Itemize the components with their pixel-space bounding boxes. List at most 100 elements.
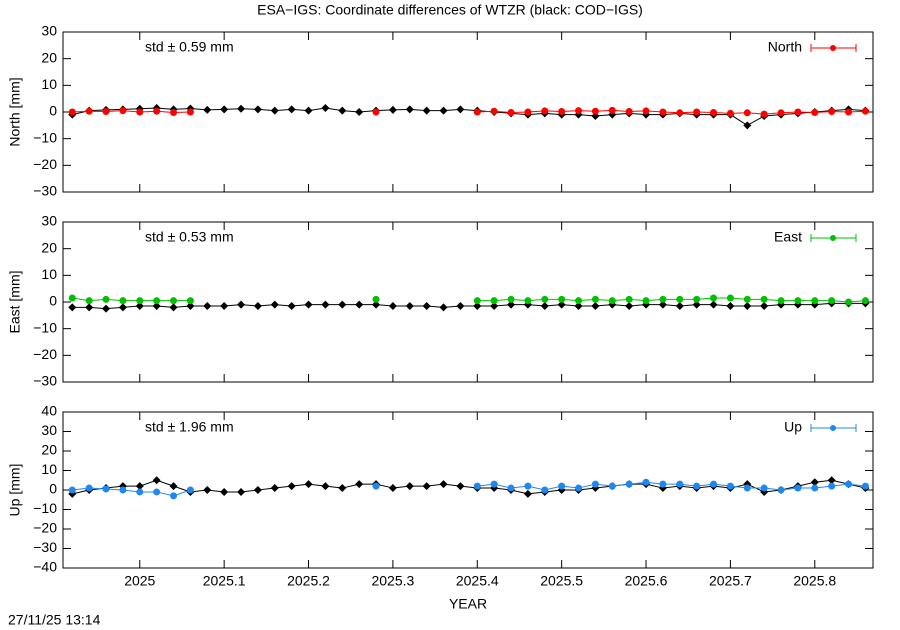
point [237,487,246,496]
point [574,302,583,310]
point [355,108,364,116]
legend-label: Up [784,419,802,435]
point [220,487,229,496]
point [507,295,515,303]
point [85,107,93,115]
point [388,105,397,114]
y-tick-label: −30 [33,539,57,555]
point [405,105,414,114]
point [220,302,229,310]
point [828,297,836,305]
x-tick-label: 2025.3 [371,573,414,589]
point [642,297,650,305]
point [388,302,397,310]
y-tick-label: 20 [41,442,57,458]
point [372,295,380,303]
point [507,484,515,492]
point [828,107,836,115]
point [321,482,330,491]
point [456,302,465,310]
point [608,106,616,114]
y-tick-label: 30 [41,422,57,438]
point [473,482,481,490]
x-axis-label: YEAR [449,596,487,612]
x-tick-label: 2025.7 [709,573,752,589]
legend-label: East [774,229,802,245]
point [287,302,296,310]
point [355,480,364,489]
point [136,108,144,116]
point [625,107,633,115]
point [558,482,566,490]
point [338,484,347,493]
point [541,107,549,115]
y-tick-label: −30 [33,183,57,199]
legend-marker [830,45,836,51]
point [811,109,819,117]
legend-label: North [768,39,802,55]
point [710,109,718,117]
point [760,110,768,118]
y-tick-label: 0 [49,481,57,497]
point [490,302,499,310]
point [287,482,296,491]
point [811,297,819,305]
y-tick-label: 20 [41,49,57,65]
point [743,109,751,117]
point [237,104,246,113]
point [642,478,650,486]
point [608,297,616,305]
point [676,480,684,488]
x-tick-label: 2025 [124,573,155,589]
point [861,297,869,305]
point [220,105,229,114]
point [68,108,76,116]
y-tick-label: 30 [41,213,57,229]
point [203,486,212,494]
point [169,482,178,491]
point [85,297,93,305]
point [692,300,701,309]
point [186,302,195,310]
legend-marker [830,425,836,431]
x-tick-label: 2025.1 [203,573,246,589]
point [456,105,465,114]
point [777,486,785,494]
point [321,300,330,309]
point [422,106,431,115]
y-tick-label: 40 [41,403,57,419]
point [810,478,819,487]
point [507,300,516,309]
plot-frame [62,221,874,383]
point [845,108,853,116]
point [726,294,734,302]
y-tick-label: 30 [41,23,57,39]
point [693,108,701,116]
point [490,480,498,488]
point [270,484,279,493]
x-tick-label: 2025.6 [625,573,668,589]
point [710,480,718,488]
point [102,295,110,303]
point [659,295,667,303]
point [102,107,110,115]
point [591,480,599,488]
point [709,300,718,309]
point [490,107,498,115]
y-tick-label: 10 [41,76,57,92]
point [270,106,279,115]
point [119,107,127,115]
point [625,480,633,488]
point [152,476,161,485]
point [338,106,347,115]
y-tick-label: −20 [33,346,57,362]
y-tick-label: 10 [41,266,57,282]
y-tick-label: −10 [33,500,57,516]
point [439,480,448,489]
y-tick-label: −10 [33,319,57,335]
point [743,121,752,130]
point [253,486,262,494]
point [405,302,414,310]
plot-frame [62,31,874,193]
